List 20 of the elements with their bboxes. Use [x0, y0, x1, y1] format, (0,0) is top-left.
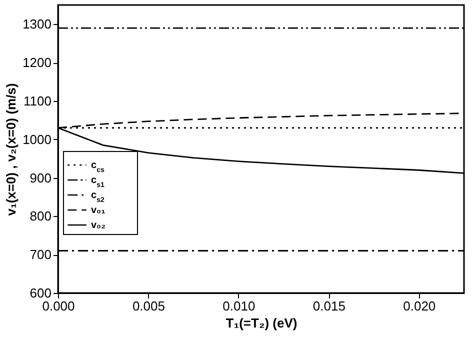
- y-tick-label: 700: [30, 247, 52, 262]
- y-axis-title: v₁(x=0) , v₂(x=0) (m/s): [4, 83, 19, 216]
- legend-label: v₀₁: [91, 205, 106, 216]
- x-axis-title: T₁(=T₂) (eV): [226, 316, 298, 330]
- x-tick-label: 0.005: [132, 298, 165, 314]
- x-tick-label: 0.010: [222, 298, 256, 314]
- y-tick-label: 1200: [22, 55, 52, 70]
- x-tick-label: 0.015: [312, 298, 346, 314]
- legend-label: c$_{cs}$: [91, 160, 104, 174]
- y-tick-label: 1300: [22, 16, 52, 32]
- y-tick-label: 800: [30, 208, 52, 224]
- legend-label: c$_{s1}$: [91, 175, 104, 188]
- y-tick-label: 1100: [24, 94, 52, 108]
- legend-label: c$_{s2}$: [91, 190, 104, 204]
- legend-label: v₀₂: [91, 220, 106, 231]
- x-tick-label: 0.020: [403, 298, 436, 314]
- y-tick-label: 1000: [22, 132, 52, 147]
- y-tick-label: 600: [30, 286, 52, 300]
- x-tick-label: 0.000: [42, 298, 75, 314]
- y-tick-label: 900: [30, 170, 52, 186]
